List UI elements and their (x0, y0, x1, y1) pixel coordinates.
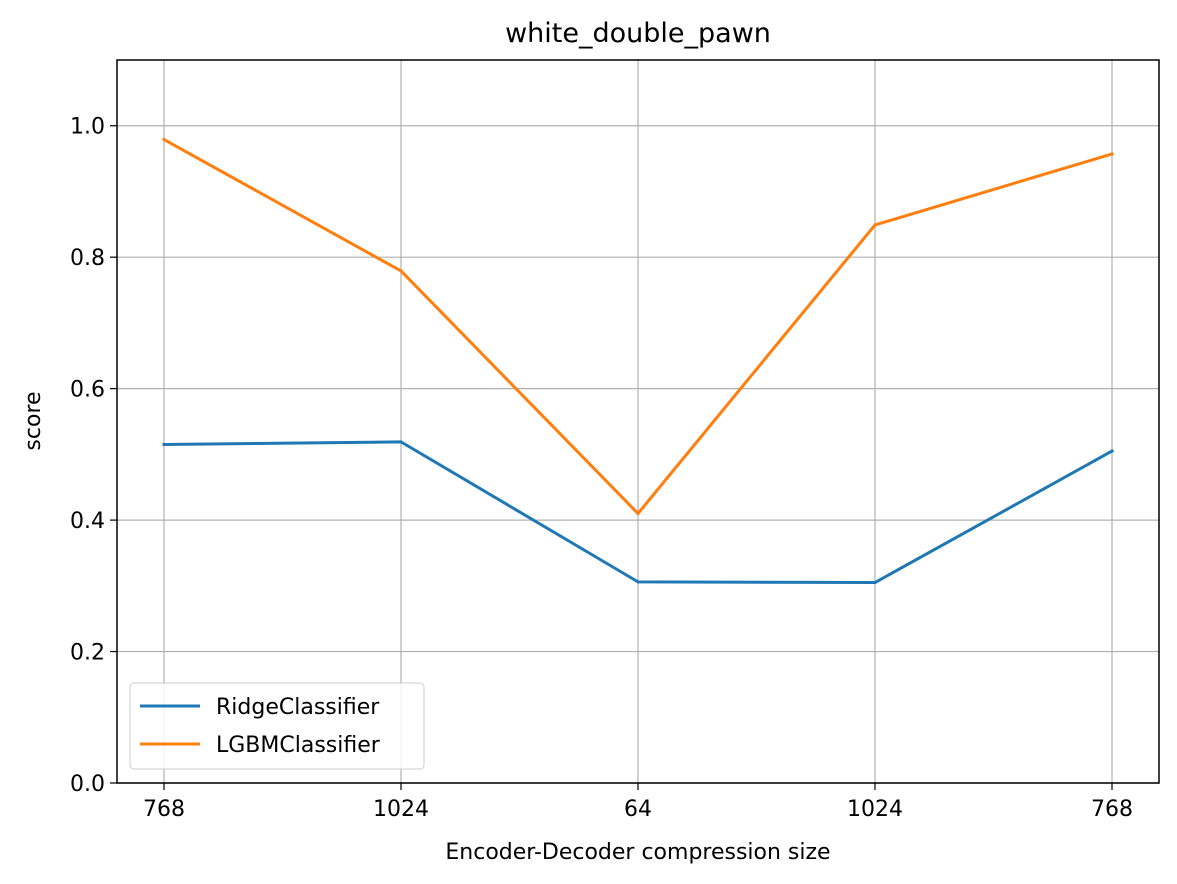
y-tick-label: 0.2 (70, 641, 105, 666)
plot-frame (116, 59, 1160, 784)
data-point (636, 580, 640, 584)
x-tick-label: 768 (143, 797, 185, 822)
data-point (162, 138, 166, 142)
y-tick-label: 0.0 (70, 772, 105, 797)
x-tick-label: 1024 (847, 797, 903, 822)
y-tick-label: 1.0 (70, 115, 105, 140)
y-tick-label: 0.8 (70, 246, 105, 271)
legend-label: RidgeClassifier (216, 695, 380, 720)
y-tick-label: 0.4 (70, 509, 105, 534)
data-point (162, 443, 166, 447)
legend-box (129, 682, 425, 770)
legend-label: LGBMClassifier (216, 733, 381, 758)
x-axis-label: Encoder-Decoder compression size (445, 840, 830, 865)
chart-title: white_double_pawn (505, 18, 771, 49)
x-tick-label: 1024 (373, 797, 429, 822)
data-point (399, 440, 403, 444)
data-point (1110, 449, 1114, 453)
data-point (873, 223, 877, 227)
data-point (1110, 152, 1114, 156)
axis-ticks: 768 1024 64 1024 768 0.0 0.2 0.4 0.6 0.8 1.0 (70, 115, 1133, 822)
data-point (399, 269, 403, 273)
x-tick-label: 768 (1091, 797, 1133, 822)
legend: RidgeClassifier LGBMClassifier (129, 682, 425, 770)
grid-lines (117, 60, 1159, 784)
x-tick-label: 64 (624, 797, 652, 822)
data-point (636, 512, 640, 516)
y-axis-label: score (21, 391, 46, 450)
series-lines (161, 137, 1115, 585)
data-point (873, 581, 877, 585)
y-tick-label: 0.6 (70, 378, 105, 403)
